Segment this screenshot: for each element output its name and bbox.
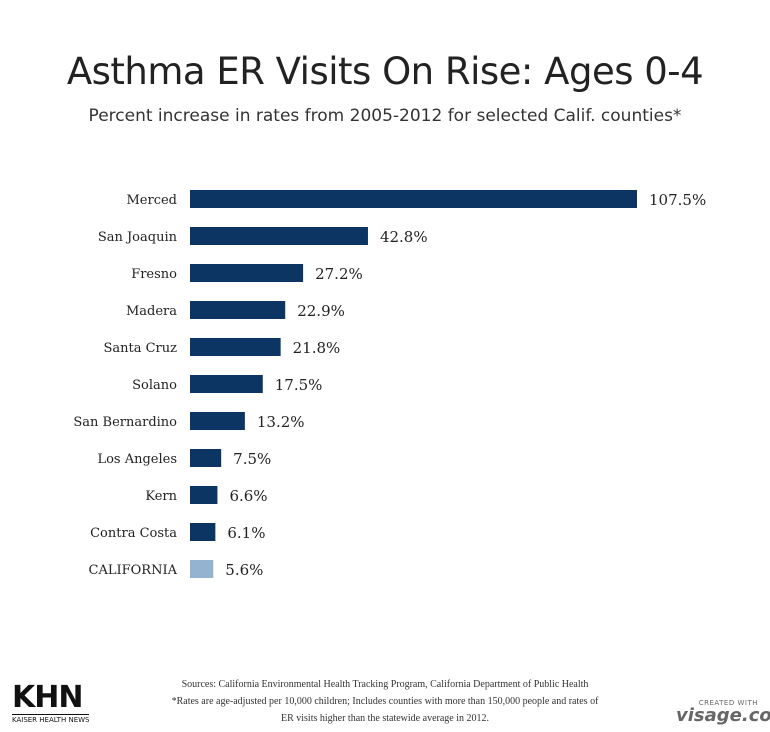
khn-logo-text: KAISER HEALTH NEWS	[12, 714, 90, 724]
data-label: 22.9%	[297, 302, 345, 320]
visage-credit-small: CREATED WITH	[698, 699, 758, 707]
bar	[190, 190, 637, 208]
category-label: San Bernardino	[73, 415, 177, 430]
bar	[190, 486, 218, 504]
note-text-1: *Rates are age-adjusted per 10,000 child…	[171, 696, 599, 707]
data-label: 17.5%	[275, 376, 323, 394]
bar	[190, 412, 245, 430]
category-label: Santa Cruz	[103, 341, 177, 356]
visage-credit: CREATED WITH visage.co	[676, 699, 770, 726]
khn-logo-mark: KHN	[12, 680, 83, 715]
data-label: 13.2%	[257, 413, 305, 431]
bar	[190, 264, 304, 282]
data-label: 27.2%	[315, 265, 363, 283]
data-label: 6.1%	[227, 524, 265, 542]
category-label: Los Angeles	[97, 452, 177, 467]
chart-subtitle: Percent increase in rates from 2005-2012…	[88, 106, 682, 126]
data-label: 6.6%	[229, 487, 267, 505]
bar	[190, 375, 263, 393]
data-label: 107.5%	[649, 191, 706, 209]
khn-logo: KHN KAISER HEALTH NEWS	[12, 680, 90, 724]
category-label: Fresno	[131, 267, 177, 282]
visage-logo: visage.co	[676, 705, 770, 726]
category-label: Contra Costa	[90, 526, 177, 541]
bar	[190, 523, 216, 541]
bar	[190, 227, 368, 245]
bar	[190, 301, 286, 319]
chart-title: Asthma ER Visits On Rise: Ages 0-4	[66, 50, 704, 93]
bar	[190, 338, 281, 356]
category-label: Madera	[126, 304, 177, 319]
category-label: Kern	[145, 489, 177, 504]
data-label: 21.8%	[293, 339, 341, 357]
category-label: Solano	[132, 378, 177, 393]
bar-chart: Merced 107.5% San Joaquin 42.8% Fresno 27.2% M…	[73, 190, 706, 579]
category-label: CALIFORNIA	[89, 563, 178, 578]
data-label: 5.6%	[225, 561, 263, 579]
bar	[190, 560, 214, 578]
category-label: Merced	[126, 193, 177, 208]
sources-text: Sources: California Environmental Health…	[181, 679, 589, 690]
data-label: 7.5%	[233, 450, 271, 468]
category-label: San Joaquin	[98, 230, 178, 245]
footer: Sources: California Environmental Health…	[110, 676, 660, 727]
bar	[190, 449, 222, 467]
note-text-2: ER visits higher than the statewide aver…	[280, 713, 489, 724]
data-label: 42.8%	[380, 228, 428, 246]
